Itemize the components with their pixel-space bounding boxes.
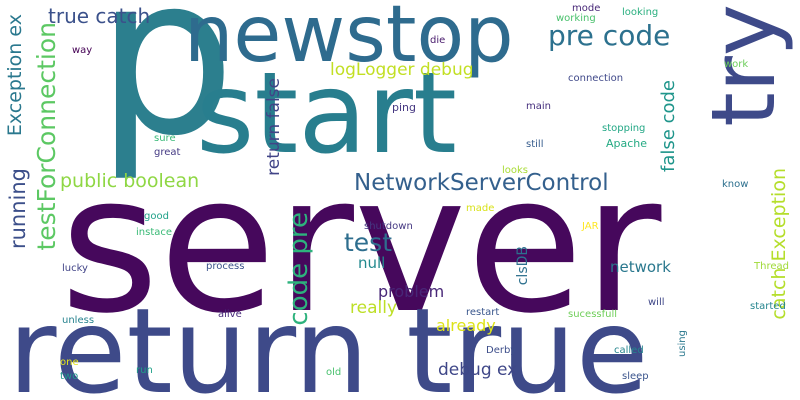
- word-stopping: stopping: [602, 124, 645, 134]
- word-unless: unless: [62, 316, 94, 326]
- word-still: still: [526, 140, 543, 150]
- word-test: test: [344, 230, 392, 255]
- word-catch-exception: catch Exception: [770, 168, 789, 320]
- word-derby: Derby: [486, 346, 516, 356]
- word-know: know: [722, 180, 748, 190]
- word-will: will: [648, 298, 665, 308]
- word-sucessfull: sucessfull: [568, 310, 617, 320]
- word-connection: connection: [568, 74, 623, 84]
- word-already: already: [436, 318, 496, 334]
- word-way: way: [72, 46, 92, 56]
- word-debug-ex: debug ex: [438, 362, 517, 379]
- word-called: called: [614, 346, 644, 356]
- word-sure: sure: [154, 134, 176, 144]
- word-one: one: [60, 358, 79, 368]
- word-lucky: lucky: [62, 264, 88, 274]
- word-pre-code-top: pre code: [548, 22, 670, 50]
- word-return-true: return true: [8, 292, 648, 400]
- word-made: made: [466, 204, 494, 214]
- word-return-false: return false: [266, 78, 283, 176]
- word-looks: looks: [502, 166, 528, 176]
- word-great: great: [154, 148, 180, 158]
- word-jar: JAR: [582, 222, 599, 232]
- word-exception-ex: Exception ex: [6, 14, 25, 136]
- word-loglogger-debug: logLogger debug: [330, 62, 474, 79]
- word-work: work: [724, 60, 748, 70]
- word-using: using: [678, 330, 688, 357]
- word-started: started: [750, 302, 786, 312]
- word-networkservercontrol: NetworkServerControl: [354, 172, 609, 195]
- word-network: network: [610, 260, 671, 275]
- word-thread: Thread: [754, 262, 789, 272]
- word-code-pre: code pre: [286, 212, 312, 326]
- word-process: process: [206, 262, 244, 272]
- word-sleep: sleep: [622, 372, 649, 382]
- word-restart: restart: [466, 308, 499, 318]
- word-false-code: false code: [660, 80, 678, 172]
- word-old: old: [326, 368, 341, 378]
- word-main: main: [526, 102, 551, 112]
- word-public-boolean: public boolean: [60, 172, 199, 191]
- word-good: good: [144, 212, 169, 222]
- word-running: running: [8, 168, 29, 249]
- word-instace: instace: [136, 228, 172, 238]
- word-looking: looking: [622, 8, 658, 18]
- word-null: null: [358, 256, 385, 271]
- word-clsdb: clsDB: [516, 246, 530, 285]
- word-apache: Apache: [606, 138, 647, 149]
- word-testforconnection: testForConnection: [34, 22, 59, 251]
- word-alive: alive: [218, 310, 242, 320]
- word-two: two: [60, 372, 78, 382]
- word-true-catch: true catch: [48, 6, 150, 26]
- word-die: die: [430, 36, 445, 46]
- word-working: working: [556, 14, 596, 24]
- word-run: run: [136, 366, 153, 376]
- word-really: really: [350, 300, 397, 317]
- word-ping: ping: [392, 102, 416, 113]
- word-shutdown: shutdown: [364, 222, 413, 232]
